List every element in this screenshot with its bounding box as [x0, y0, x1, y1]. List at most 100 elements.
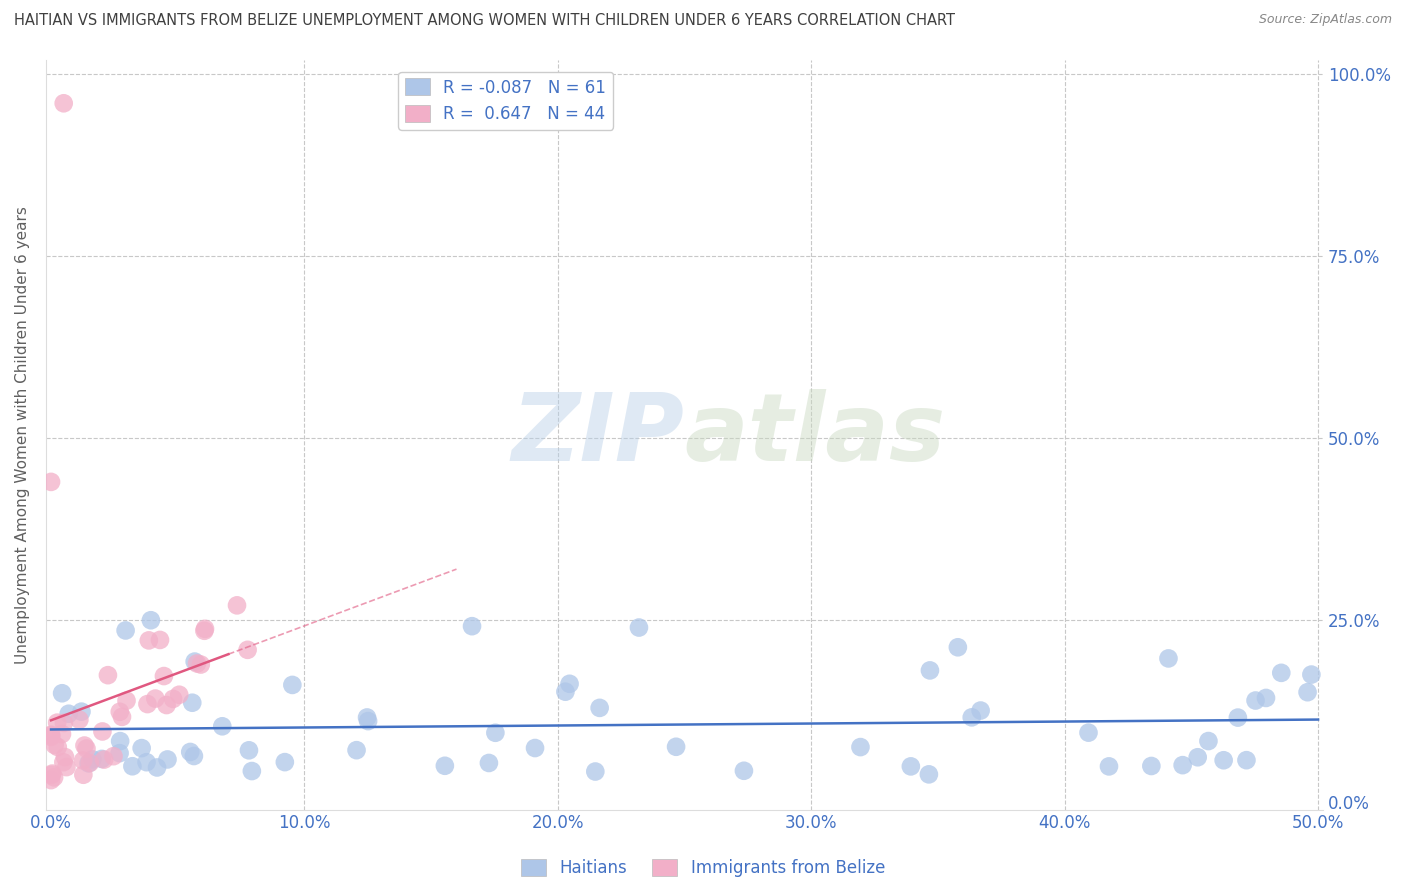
Point — [193, 624, 215, 638]
Point — [153, 669, 176, 683]
Point — [181, 696, 204, 710]
Point — [918, 767, 941, 781]
Point — [478, 756, 501, 770]
Point — [73, 739, 96, 753]
Point — [121, 759, 143, 773]
Point — [236, 643, 259, 657]
Point — [918, 664, 941, 678]
Point — [1157, 651, 1180, 665]
Point — [67, 713, 90, 727]
Y-axis label: Unemployment Among Women with Children Under 6 years: Unemployment Among Women with Children U… — [15, 206, 30, 664]
Point — [39, 728, 62, 742]
Point — [274, 755, 297, 769]
Point — [1171, 758, 1194, 772]
Point — [149, 632, 172, 647]
Point — [41, 768, 63, 782]
Point — [53, 750, 76, 764]
Point — [108, 734, 131, 748]
Point — [1301, 667, 1323, 681]
Point — [79, 756, 101, 770]
Point — [90, 752, 112, 766]
Point — [1098, 759, 1121, 773]
Point — [969, 704, 991, 718]
Point — [51, 727, 73, 741]
Point — [52, 96, 75, 111]
Point — [93, 753, 115, 767]
Point — [131, 741, 153, 756]
Point — [1236, 753, 1258, 767]
Point — [849, 740, 872, 755]
Point — [179, 745, 201, 759]
Point — [226, 599, 249, 613]
Point — [52, 715, 75, 730]
Point — [281, 678, 304, 692]
Point — [72, 768, 94, 782]
Point — [51, 686, 73, 700]
Point — [111, 710, 134, 724]
Point — [39, 729, 62, 743]
Point — [946, 640, 969, 655]
Point — [156, 752, 179, 766]
Point — [1140, 759, 1163, 773]
Point — [733, 764, 755, 778]
Point — [240, 764, 263, 778]
Point — [357, 714, 380, 728]
Point — [70, 705, 93, 719]
Point — [167, 688, 190, 702]
Legend: R = -0.087   N = 61, R =  0.647   N = 44: R = -0.087 N = 61, R = 0.647 N = 44 — [398, 71, 613, 129]
Point — [139, 613, 162, 627]
Point — [183, 655, 205, 669]
Point — [356, 710, 378, 724]
Point — [1244, 693, 1267, 707]
Point — [524, 741, 547, 756]
Point — [960, 710, 983, 724]
Point — [46, 715, 69, 730]
Point — [97, 668, 120, 682]
Point — [108, 746, 131, 760]
Point — [211, 719, 233, 733]
Point — [39, 730, 62, 744]
Point — [1197, 734, 1219, 748]
Point — [190, 657, 212, 672]
Point — [627, 621, 650, 635]
Point — [146, 760, 169, 774]
Point — [138, 633, 160, 648]
Point — [76, 741, 98, 756]
Point — [484, 725, 506, 739]
Legend: Haitians, Immigrants from Belize: Haitians, Immigrants from Belize — [515, 852, 891, 884]
Point — [155, 698, 177, 712]
Point — [77, 756, 100, 771]
Point — [72, 754, 94, 768]
Point — [52, 756, 75, 770]
Point — [58, 706, 80, 721]
Point — [1212, 753, 1234, 767]
Point — [433, 759, 456, 773]
Point — [46, 739, 69, 754]
Point — [136, 697, 159, 711]
Point — [1226, 710, 1249, 724]
Point — [1254, 690, 1277, 705]
Point — [135, 755, 157, 769]
Point — [900, 759, 922, 773]
Point — [39, 475, 62, 489]
Point — [115, 693, 138, 707]
Point — [238, 743, 260, 757]
Text: ZIP: ZIP — [512, 389, 685, 481]
Point — [665, 739, 688, 754]
Point — [186, 657, 208, 671]
Point — [103, 749, 125, 764]
Point — [583, 764, 606, 779]
Point — [39, 773, 62, 788]
Point — [44, 738, 66, 752]
Point — [55, 760, 77, 774]
Point — [41, 766, 63, 780]
Point — [42, 770, 65, 784]
Point — [1077, 725, 1099, 739]
Text: Source: ZipAtlas.com: Source: ZipAtlas.com — [1258, 13, 1392, 27]
Point — [461, 619, 484, 633]
Text: HAITIAN VS IMMIGRANTS FROM BELIZE UNEMPLOYMENT AMONG WOMEN WITH CHILDREN UNDER 6: HAITIAN VS IMMIGRANTS FROM BELIZE UNEMPL… — [14, 13, 955, 29]
Point — [588, 701, 610, 715]
Point — [558, 677, 581, 691]
Point — [82, 752, 104, 766]
Point — [162, 692, 184, 706]
